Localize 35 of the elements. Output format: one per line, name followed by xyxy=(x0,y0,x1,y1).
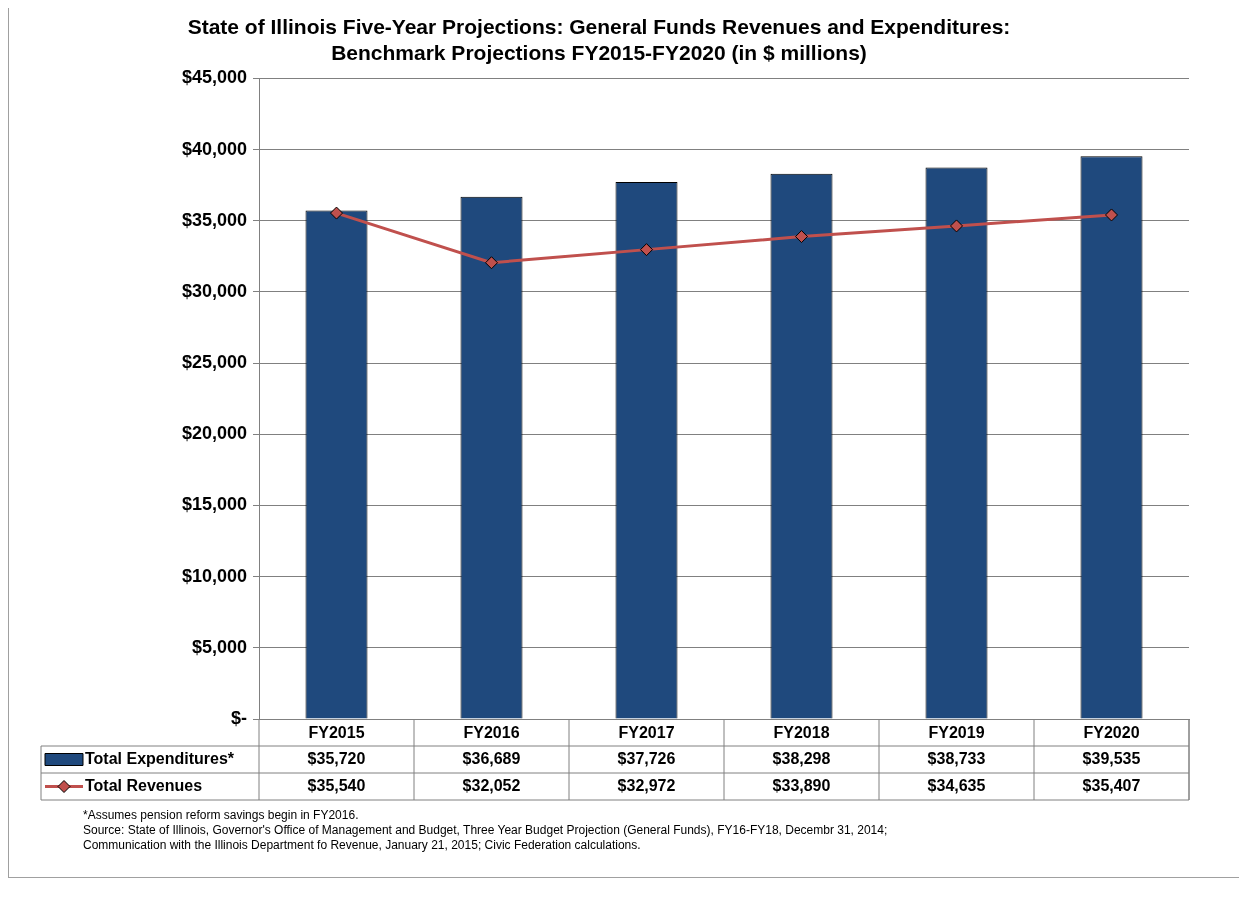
data-label: $35,407 xyxy=(1082,776,1141,794)
x-tick-label: FY2019 xyxy=(928,724,985,742)
data-label: $32,972 xyxy=(617,776,676,794)
x-tick-label: FY2018 xyxy=(773,724,830,742)
y-tick-label: $10,000 xyxy=(181,565,247,586)
text: State of Illinois Five-Year Projections: General Funds Revenues and Expenditures: xyxy=(187,15,1011,39)
data-label: $32,052 xyxy=(462,776,521,794)
x-tick-label: FY2016 xyxy=(463,724,520,742)
data-label: $38,298 xyxy=(772,749,831,767)
text: Benchmark Projections FY2015-FY2020 (in $ millions) xyxy=(331,40,867,64)
x-tick-label: FY2015 xyxy=(308,724,365,742)
x-tick-label: FY2017 xyxy=(618,724,675,742)
source-note: Source: State of Illinois, Governor's Office of Management and Budget, Three Year Budget Projection (General Funds), FY16-FY18, Decembr 31, 2014; xyxy=(83,823,889,838)
data-label: $34,635 xyxy=(927,776,986,794)
data-label: $37,726 xyxy=(617,749,676,767)
x-tick-label: FY2020 xyxy=(1083,724,1140,742)
data-label: $33,890 xyxy=(772,776,831,794)
y-tick-label: $45,000 xyxy=(181,67,247,88)
text: *Assumes pension reform savings begin in FY2016. xyxy=(83,808,360,823)
y-tick-label: $5,000 xyxy=(191,636,247,657)
legend-label: Total Expenditures* xyxy=(85,749,235,767)
data-label: $38,733 xyxy=(927,749,986,767)
data-label: $35,540 xyxy=(307,776,366,794)
y-tick-label: $- xyxy=(230,707,247,728)
y-tick-label: $20,000 xyxy=(181,423,247,444)
y-tick-label: $35,000 xyxy=(181,209,247,230)
data-label: $36,689 xyxy=(462,749,521,767)
y-tick-label: $15,000 xyxy=(181,494,247,515)
legend-label: Total Revenues xyxy=(85,776,203,794)
text: Communication with the Illinois Department fo Revenue, January 21, 2015; Civic Federation calculations. xyxy=(83,838,642,853)
data-label: $39,535 xyxy=(1082,749,1141,767)
y-tick-label: $40,000 xyxy=(181,138,247,159)
y-tick-label: $30,000 xyxy=(181,280,247,301)
data-label: $35,720 xyxy=(307,749,366,767)
y-tick-label: $25,000 xyxy=(181,352,247,373)
